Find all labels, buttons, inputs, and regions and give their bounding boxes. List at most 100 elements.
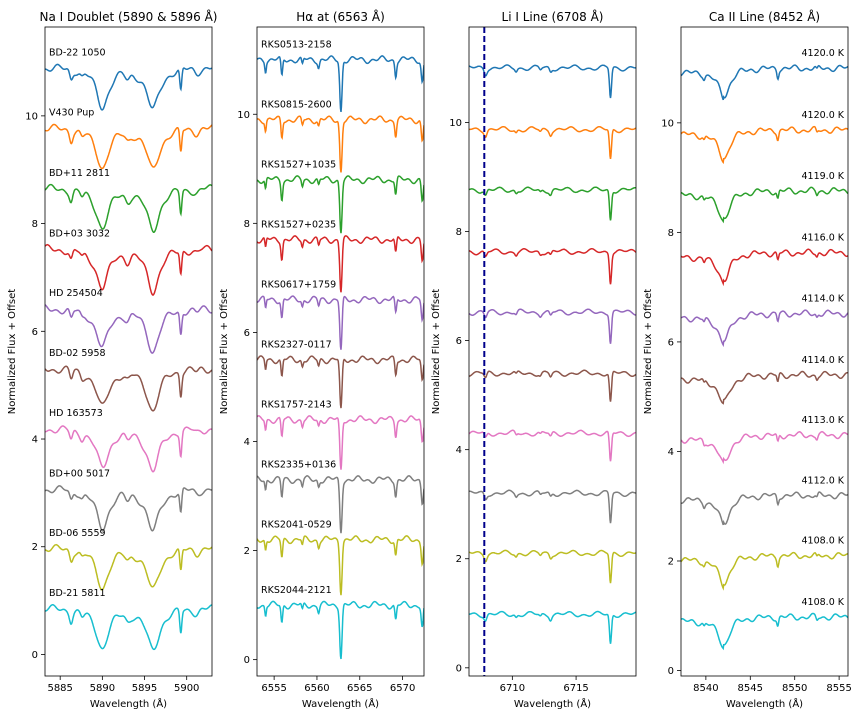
x-tick-label: 8545 (738, 683, 763, 694)
x-tick-label: 5890 (90, 683, 115, 694)
series-label: 4120.0 K (802, 110, 845, 121)
spectrum-series-2 (257, 115, 424, 173)
series-label: BD-22 1050 (49, 47, 106, 58)
spectrum-series-8 (45, 485, 212, 532)
y-tick-label: 6 (244, 328, 250, 339)
series-label: 4112.0 K (802, 475, 845, 486)
y-tick-label: 0 (456, 663, 462, 674)
spectrum-series-5 (681, 309, 848, 348)
spectrum-series-10 (681, 612, 848, 651)
series-label: 4120.0 K (802, 48, 845, 59)
panel-title: Li I Line (6708 Å) (502, 9, 604, 24)
panel-h-alpha: RKS0513-2158 RKS0815-2600 RKS1527+1035 RKS1… (219, 9, 425, 710)
y-tick-label: 4 (32, 435, 38, 446)
series-label: RKS0513-2158 (261, 40, 332, 51)
series-label: 4119.0 K (802, 171, 845, 182)
y-tick-label: 0 (244, 655, 250, 666)
panel-na-i-doublet: BD-22 1050 V430 Pup BD+11 2811 BD+03 3032 HD… (7, 9, 218, 710)
y-tick-label: 4 (456, 445, 462, 456)
panel-ca-ii-line: 4120.0 K 4120.0 K 4119.0 K 4116.0 K 4114.0 K… (643, 9, 852, 710)
spectrum-series-2 (681, 125, 848, 165)
series-label: RKS1527+1035 (261, 160, 336, 171)
spectrum-series-9 (469, 549, 636, 584)
spectrum-series-9 (257, 535, 424, 596)
spectrum-series-9 (681, 551, 848, 591)
x-tick-label: 6710 (500, 683, 525, 694)
panel-li-i-line: 6710 6715 0 2 4 6 8 10 Li I Line (6708 Å) Wavelen… (431, 9, 637, 710)
series-label: 4113.0 K (802, 415, 845, 426)
y-tick-label: 10 (449, 118, 462, 129)
y-axis-label: Normalized Flux + Offset (7, 289, 18, 415)
series-label: 4114.0 K (802, 293, 845, 304)
series-label: RKS2041-0529 (261, 520, 332, 531)
spectrum-series-7 (45, 425, 212, 473)
spectrum-series-10 (257, 600, 424, 660)
spectrum-series-10 (45, 604, 212, 651)
y-tick-label: 0 (668, 666, 674, 677)
series-label: RKS0815-2600 (261, 100, 332, 111)
spectrum-series-10 (469, 610, 636, 644)
series-label: BD-02 5958 (49, 348, 106, 359)
spectrum-series-7 (681, 430, 848, 465)
panel-title: Hα at (6563 Å) (296, 9, 385, 24)
spectrum-series-3 (45, 183, 212, 233)
y-axis-label: Normalized Flux + Offset (431, 289, 442, 415)
panel-title: Ca II Line (8452 Å) (709, 9, 820, 24)
y-axis-label: Normalized Flux + Offset (219, 289, 230, 415)
x-tick-label: 6560 (304, 683, 329, 694)
y-tick-label: 2 (456, 554, 462, 565)
spectrum-series-8 (469, 489, 636, 524)
series-label: RKS2327-0117 (261, 340, 332, 351)
spectrum-series-7 (469, 429, 636, 462)
spectrum-series-1 (257, 55, 424, 113)
y-tick-label: 4 (244, 437, 250, 448)
spectrum-series-6 (45, 365, 212, 412)
series-label: BD-21 5811 (49, 588, 106, 599)
axes-frame (44, 26, 213, 677)
spectrum-series-4 (681, 248, 848, 287)
spectrum-series-1 (469, 64, 636, 99)
y-tick-label: 10 (237, 110, 250, 121)
spectrum-series-8 (257, 475, 424, 534)
series-label: RKS0617+1759 (261, 280, 336, 291)
y-tick-label: 10 (661, 118, 674, 129)
spectrum-series-3 (257, 175, 424, 234)
series-label: 4108.0 K (802, 597, 845, 608)
x-tick-label: 6555 (261, 683, 286, 694)
series-label: RKS1527+0235 (261, 220, 336, 231)
x-tick-label: 8540 (693, 683, 718, 694)
series-label: V430 Pup (49, 108, 94, 119)
axes-frame (468, 26, 637, 677)
spectrum-series-1 (45, 63, 212, 111)
x-tick-label: 5900 (174, 683, 199, 694)
x-tick-label: 6715 (563, 683, 588, 694)
series-label: RKS2335+0136 (261, 460, 336, 471)
axes-frame (680, 26, 849, 677)
y-tick-label: 8 (456, 227, 462, 238)
panel-title: Na I Doublet (5890 & 5896 Å) (40, 9, 218, 24)
x-tick-label: 6565 (347, 683, 372, 694)
series-label: 4114.0 K (802, 355, 845, 366)
spectrum-series-9 (45, 543, 212, 591)
y-axis-label: Normalized Flux + Offset (643, 289, 654, 415)
x-tick-label: 8555 (826, 683, 851, 694)
series-label: BD+00 5017 (49, 469, 110, 480)
series-label: RKS2044-2121 (261, 585, 332, 596)
y-tick-label: 4 (668, 447, 674, 458)
spectrum-series-3 (681, 186, 848, 224)
series-label: BD+03 3032 (49, 228, 110, 239)
y-tick-label: 10 (25, 111, 38, 122)
spectrum-series-4 (45, 243, 212, 296)
x-tick-label: 6570 (390, 683, 415, 694)
series-label: 4116.0 K (802, 233, 845, 244)
spectrum-series-8 (681, 491, 848, 526)
spectrum-series-3 (469, 186, 636, 221)
x-axis-label: Wavelength (Å) (514, 697, 591, 710)
x-axis-label: Wavelength (Å) (726, 697, 803, 710)
spectrum-series-2 (45, 123, 212, 170)
spectrum-series-1 (681, 64, 848, 101)
x-axis-label: Wavelength (Å) (90, 697, 167, 710)
spectrum-series-4 (257, 235, 424, 293)
